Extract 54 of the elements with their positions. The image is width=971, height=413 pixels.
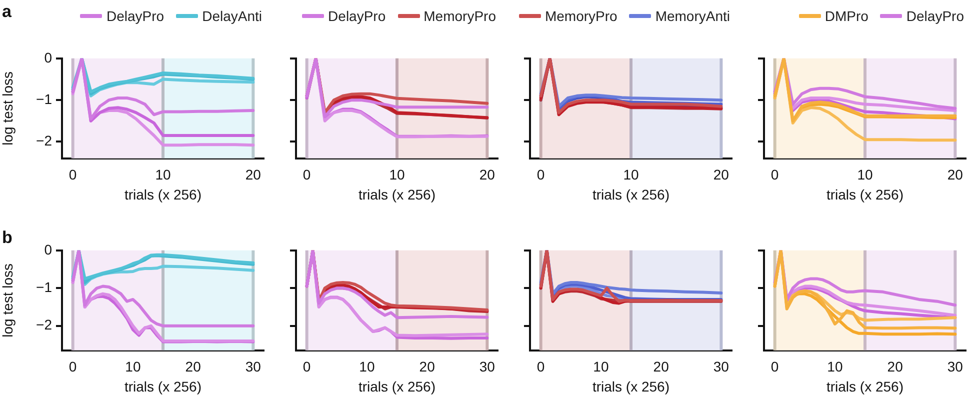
- legend-label: MemoryPro: [544, 8, 618, 24]
- legend-label: DMPro: [824, 8, 868, 24]
- x-tick-label: 20: [479, 166, 496, 183]
- x-tick-label: 10: [389, 166, 405, 183]
- text: b: [2, 228, 12, 248]
- y-tick-label: 0: [44, 241, 52, 258]
- x-axis-title: trials (x 256): [592, 186, 670, 202]
- legend-label: DelayAnti: [202, 8, 262, 24]
- y-tick-label: 0: [44, 49, 52, 66]
- x-tick-label: 0: [770, 358, 779, 375]
- legend-label: DelayPro: [906, 8, 964, 24]
- x-tick-label: 10: [857, 166, 873, 183]
- x-tick-label: 30: [947, 358, 964, 375]
- legend-label: DelayPro: [106, 8, 164, 24]
- x-tick-label: 10: [623, 166, 639, 183]
- y-tick-label: −1: [36, 90, 52, 107]
- x-axis-title: trials (x 256): [826, 186, 904, 202]
- x-tick-label: 0: [68, 166, 77, 183]
- x-tick-label: 0: [536, 166, 545, 183]
- x-axis-title: trials (x 256): [124, 186, 202, 202]
- x-axis-title: trials (x 256): [358, 186, 436, 202]
- x-tick-label: 0: [536, 358, 545, 375]
- x-axis-title: trials (x 256): [358, 378, 436, 394]
- x-tick-label: 10: [827, 358, 843, 375]
- x-tick-label: 30: [713, 358, 730, 375]
- x-tick-label: 20: [653, 358, 670, 375]
- x-tick-label: 0: [302, 166, 311, 183]
- y-axis-title: log test loss: [0, 263, 16, 338]
- x-tick-label: 30: [479, 358, 496, 375]
- y-axis-title: log test loss: [0, 71, 16, 146]
- legend-label: DelayPro: [328, 8, 386, 24]
- x-tick-label: 0: [68, 358, 77, 375]
- x-tick-label: 0: [770, 166, 779, 183]
- x-axis-title: trials (x 256): [826, 378, 904, 394]
- x-axis-title: trials (x 256): [592, 378, 670, 394]
- x-tick-label: 30: [245, 358, 262, 375]
- x-tick-label: 20: [245, 166, 262, 183]
- x-tick-label: 20: [713, 166, 730, 183]
- x-tick-label: 20: [947, 166, 964, 183]
- y-tick-label: −2: [36, 316, 52, 333]
- x-tick-label: 10: [593, 358, 609, 375]
- x-tick-label: 0: [302, 358, 311, 375]
- x-axis-title: trials (x 256): [124, 378, 202, 394]
- x-tick-label: 10: [155, 166, 171, 183]
- x-tick-label: 20: [419, 358, 436, 375]
- text: a: [2, 2, 12, 22]
- y-tick-label: −2: [36, 132, 52, 149]
- legend-label: MemoryPro: [424, 8, 496, 24]
- x-tick-label: 10: [359, 358, 375, 375]
- x-tick-label: 20: [887, 358, 904, 375]
- legend-label: MemoryAnti: [655, 8, 730, 24]
- x-tick-label: 10: [125, 358, 141, 375]
- x-tick-label: 20: [185, 358, 202, 375]
- y-tick-label: −1: [36, 278, 52, 295]
